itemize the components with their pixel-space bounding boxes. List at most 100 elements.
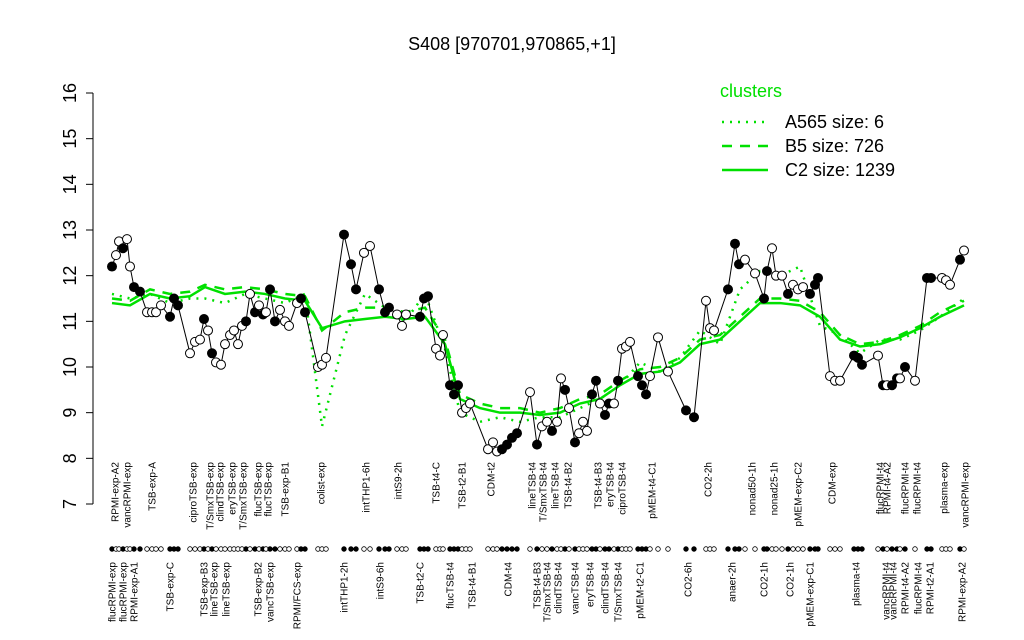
- data-point: [423, 291, 433, 302]
- data-point: [265, 284, 275, 295]
- data-point: [199, 314, 209, 325]
- rug-point: [386, 546, 392, 552]
- rug-point: [647, 546, 653, 552]
- data-point: [560, 384, 570, 395]
- rug-point: [272, 546, 278, 552]
- x-tick-label: TSB-exp-A: [148, 462, 159, 511]
- data-point: [270, 316, 280, 327]
- x-tick-label: TSB-t4-B3: [533, 562, 544, 609]
- rug-point: [773, 546, 779, 552]
- x-tick-label: TSB-exp-C: [166, 562, 177, 611]
- data-point: [118, 243, 128, 254]
- data-point: [502, 439, 512, 450]
- data-point: [701, 295, 711, 306]
- rug-point: [566, 546, 572, 552]
- rug-point: [361, 546, 367, 552]
- data-point: [392, 309, 402, 320]
- data-point: [740, 254, 750, 265]
- data-point: [207, 348, 217, 359]
- rug-point: [348, 546, 354, 552]
- x-tick-label: T/SmxTSB-t4: [539, 462, 550, 522]
- rug-point: [494, 546, 500, 552]
- x-tick-label: RPMI/FCS-exp: [293, 562, 304, 630]
- y-tick-label: 14: [60, 174, 80, 194]
- rug-point: [683, 546, 689, 552]
- rug-point: [514, 546, 520, 552]
- data-point: [570, 437, 580, 448]
- data-point: [552, 416, 562, 427]
- x-tick-label: flucRPMI-t4: [913, 462, 924, 515]
- x-tick-label: CO2-2h: [704, 462, 715, 497]
- x-tick-label: vancRPMI-t4: [882, 562, 893, 620]
- rug-point: [534, 546, 540, 552]
- data-point: [241, 316, 251, 327]
- data-point: [895, 373, 905, 384]
- data-point: [384, 302, 394, 313]
- rug-point: [323, 546, 329, 552]
- y-tick-label: 8: [60, 453, 80, 463]
- data-point: [591, 375, 601, 386]
- x-tick-label: pMEM-exp-C2: [794, 462, 805, 527]
- data-point: [805, 288, 815, 299]
- rug-point: [504, 546, 510, 552]
- x-tick-label: TSB-t2-B1: [458, 462, 469, 509]
- x-tick-label: CO2-1h: [760, 562, 771, 597]
- rug-point: [736, 546, 742, 552]
- rug-point: [302, 546, 308, 552]
- x-tick-label: RPMI-t4-A2: [883, 462, 894, 515]
- legend-label: C2 size: 1239: [785, 160, 895, 180]
- rug-point: [627, 546, 633, 552]
- data-point: [681, 405, 691, 416]
- x-tick-label: lineTSB-exp: [222, 562, 233, 617]
- rug-point: [875, 546, 881, 552]
- x-tick-label: CDM-exp: [828, 462, 839, 505]
- data-point: [483, 444, 493, 455]
- data-point: [689, 412, 699, 423]
- x-tick-label: CDM-t2: [487, 462, 498, 497]
- data-point: [165, 311, 175, 322]
- data-point: [512, 428, 522, 439]
- rug-point: [158, 546, 164, 552]
- rug-point: [213, 546, 219, 552]
- x-tick-label: pMEM-t4-C1: [648, 462, 659, 519]
- data-point: [595, 398, 605, 409]
- data-point: [587, 389, 597, 400]
- data-point: [759, 293, 769, 304]
- data-point: [645, 371, 655, 382]
- rug-point: [691, 546, 697, 552]
- x-tick-label: intS9-2h: [394, 462, 405, 499]
- data-point: [798, 282, 808, 293]
- y-tick-label: 9: [60, 408, 80, 418]
- x-tick-label: flucTSB-t4: [446, 562, 457, 609]
- rug-point: [467, 546, 473, 552]
- rug-point: [137, 546, 143, 552]
- data-point: [438, 330, 448, 341]
- data-point: [135, 286, 145, 297]
- x-tick-label: lineTSB-t4: [528, 462, 539, 509]
- data-point: [653, 332, 663, 343]
- x-tick-label: nonad25-1h: [770, 462, 781, 515]
- rug-point: [912, 546, 918, 552]
- x-tick-label: flucRPMI-t4: [876, 462, 887, 515]
- rug-point: [827, 546, 833, 552]
- rug-point: [725, 546, 731, 552]
- rug-point: [539, 546, 545, 552]
- data-point: [542, 416, 552, 427]
- x-tick-label: T/SmxTSB-exp: [206, 462, 217, 530]
- rug-point: [752, 546, 758, 552]
- x-tick-label: vancTSB-exp: [266, 562, 277, 622]
- x-tick-label: flucRPMI-exp: [119, 562, 130, 622]
- x-tick-label: plasma-t4: [852, 562, 863, 606]
- rug-point: [222, 546, 228, 552]
- data-point: [600, 409, 610, 420]
- data-point: [955, 254, 965, 265]
- rug-point: [795, 546, 801, 552]
- data-point: [465, 398, 475, 409]
- data-point: [723, 284, 733, 295]
- data-point: [245, 288, 255, 299]
- rug-point: [144, 546, 150, 552]
- rug-point: [902, 546, 908, 552]
- y-tick-label: 13: [60, 220, 80, 240]
- x-tick-label: CDM-t4: [504, 562, 515, 597]
